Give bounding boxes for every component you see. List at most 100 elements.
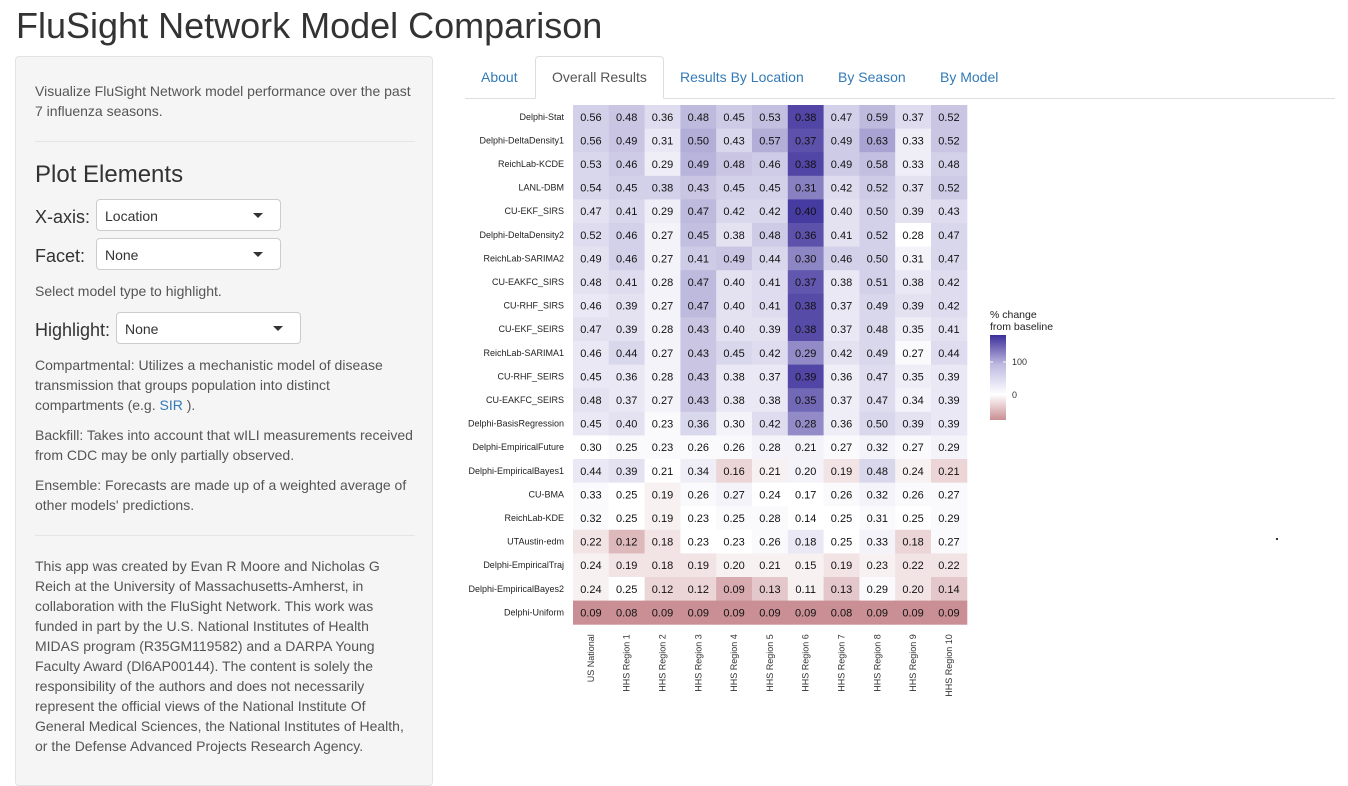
tab-results-by-location[interactable]: Results By Location xyxy=(680,69,804,85)
cell-value-label: 0.37 xyxy=(831,301,852,313)
cell-value-label: 0.22 xyxy=(902,560,923,572)
cell-value-label: 0.47 xyxy=(688,206,709,218)
highlight-select-value: None xyxy=(125,321,159,337)
y-tick-label: Delphi-EmpiricalBayes1 xyxy=(468,466,564,476)
x-tick-label: HHS Region 4 xyxy=(729,634,739,692)
cell-value-label: 0.26 xyxy=(688,442,709,454)
heatmap-cell xyxy=(931,246,968,271)
cell-value-label: 0.48 xyxy=(580,277,601,289)
chevron-down-icon xyxy=(253,252,263,257)
facet-select[interactable]: None xyxy=(96,238,281,270)
cell-value-label: 0.40 xyxy=(795,206,816,218)
cell-value-label: 0.21 xyxy=(938,466,959,478)
highlight-hint: Select model type to highlight. xyxy=(35,283,222,299)
heatmap-cell xyxy=(859,128,896,153)
cell-value-label: 0.19 xyxy=(688,560,709,572)
cell-value-label: 0.35 xyxy=(902,324,923,336)
cell-value-label: 0.18 xyxy=(902,537,923,549)
cell-value-label: 0.48 xyxy=(867,466,888,478)
y-tick-label: ReichLab-KCDE xyxy=(498,159,564,169)
heatmap-cell xyxy=(680,105,717,130)
cell-value-label: 0.24 xyxy=(580,584,601,596)
heatmap-cell xyxy=(644,246,681,271)
heatmap-cell xyxy=(680,128,717,153)
cell-value-label: 0.45 xyxy=(723,183,744,195)
heatmap-cell xyxy=(823,175,860,200)
cell-value-label: 0.25 xyxy=(902,513,923,525)
heatmap-cell xyxy=(644,388,681,413)
cell-value-label: 0.46 xyxy=(616,230,637,242)
heatmap-cell xyxy=(787,341,825,366)
cell-value-label: 0.39 xyxy=(902,419,923,431)
heatmap-cell xyxy=(931,152,968,177)
heatmap-cell xyxy=(823,223,860,248)
cell-value-label: 0.44 xyxy=(938,348,959,360)
heatmap-cell xyxy=(895,435,932,460)
backfill-description: Backfill: Takes into account that wILI m… xyxy=(35,427,413,463)
cell-value-label: 0.09 xyxy=(759,607,780,619)
heatmap-cell xyxy=(573,529,610,554)
heatmap-cell xyxy=(608,553,646,578)
heatmap-cell xyxy=(895,199,932,224)
highlight-select[interactable]: None xyxy=(116,312,301,344)
cell-value-label: 0.47 xyxy=(938,230,959,242)
cell-value-label: 0.26 xyxy=(688,489,709,501)
heatmap-cell xyxy=(823,341,860,366)
cell-value-label: 0.48 xyxy=(938,159,959,171)
heatmap-cell xyxy=(752,105,789,130)
cell-value-label: 0.35 xyxy=(902,371,923,383)
heatmap-cell xyxy=(752,199,789,224)
tab-about[interactable]: About xyxy=(481,69,518,85)
heatmap-cell xyxy=(608,600,646,625)
heatmap-cell xyxy=(716,128,753,153)
cell-value-label: 0.41 xyxy=(616,206,637,218)
cell-value-label: 0.33 xyxy=(580,489,601,501)
ensemble-description: Ensemble: Forecasts are made up of a wei… xyxy=(35,477,407,513)
cell-value-label: 0.32 xyxy=(867,489,888,501)
heatmap-cell xyxy=(644,341,681,366)
heatmap-cell xyxy=(823,600,860,625)
cell-value-label: 0.25 xyxy=(831,537,852,549)
cell-value-label: 0.31 xyxy=(652,135,673,147)
heatmap-cell xyxy=(680,600,717,625)
cell-value-label: 0.23 xyxy=(688,513,709,525)
y-tick-label: CU-EKF_SIRS xyxy=(504,206,564,216)
cell-value-label: 0.53 xyxy=(759,112,780,124)
cell-value-label: 0.50 xyxy=(867,206,888,218)
heatmap-cell xyxy=(787,128,825,153)
cell-value-label: 0.41 xyxy=(759,301,780,313)
sir-link[interactable]: SIR xyxy=(159,397,183,413)
cell-value-label: 0.50 xyxy=(867,419,888,431)
cell-value-label: 0.27 xyxy=(723,489,744,501)
heatmap-cell xyxy=(716,459,753,484)
cell-value-label: 0.26 xyxy=(759,537,780,549)
heatmap-cell xyxy=(680,152,717,177)
cell-value-label: 0.42 xyxy=(759,206,780,218)
heatmap-cell xyxy=(859,435,896,460)
heatmap-cell xyxy=(573,411,610,436)
heatmap-cell xyxy=(823,553,860,578)
y-tick-label: Delphi-BasisRegression xyxy=(468,419,564,429)
heatmap-cell xyxy=(752,128,789,153)
cell-value-label: 0.56 xyxy=(580,135,601,147)
heatmap-cell xyxy=(716,388,753,413)
heatmap-cell xyxy=(931,553,968,578)
heatmap-cell xyxy=(823,246,860,271)
heatmap-cell xyxy=(752,175,789,200)
tab-by-model[interactable]: By Model xyxy=(940,69,999,85)
heatmap-cell xyxy=(752,270,789,295)
heatmap-cell xyxy=(895,175,932,200)
tab-overall-results[interactable]: Overall Results xyxy=(535,56,664,99)
heatmap-cell xyxy=(787,577,825,602)
heatmap-cell xyxy=(859,317,896,342)
heatmap-cell xyxy=(716,246,753,271)
xaxis-select[interactable]: Location xyxy=(96,199,281,231)
tab-by-season[interactable]: By Season xyxy=(838,69,906,85)
cell-value-label: 0.38 xyxy=(652,183,673,195)
heatmap-cell xyxy=(573,341,610,366)
y-tick-label: UTAustin-edm xyxy=(507,537,564,547)
cell-value-label: 0.23 xyxy=(688,537,709,549)
cell-value-label: 0.25 xyxy=(616,442,637,454)
heatmap-cell xyxy=(895,600,932,625)
heatmap-cell xyxy=(823,364,860,389)
